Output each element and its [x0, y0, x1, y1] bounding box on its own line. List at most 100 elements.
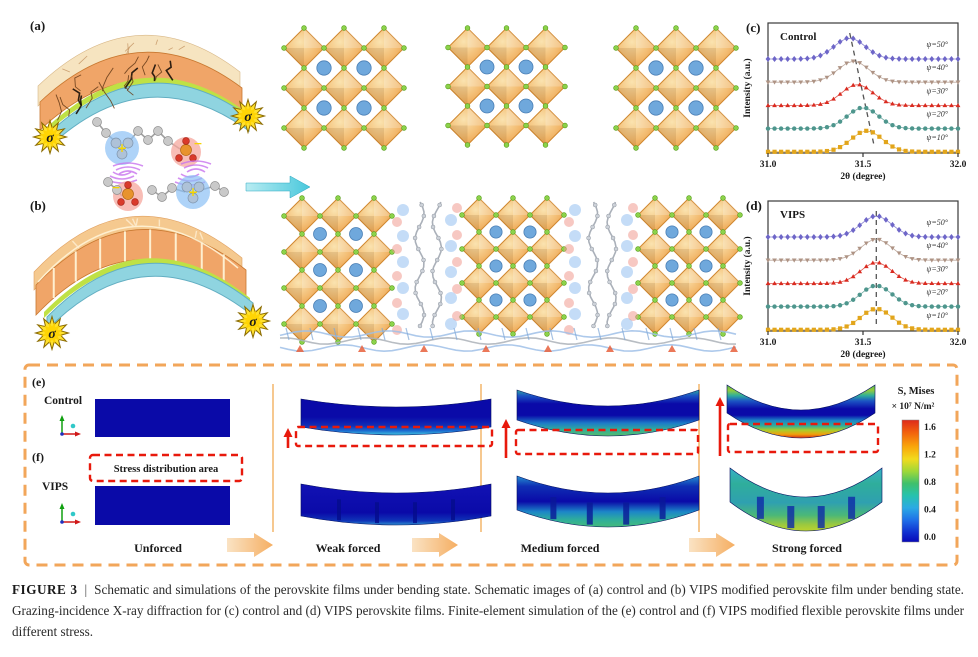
flow-arrow-icon	[689, 533, 735, 557]
slab-control-medium	[516, 389, 700, 437]
crystal-block-top-1	[281, 25, 407, 151]
colorbar-tick: 0.0	[924, 533, 936, 543]
a-site-cation	[489, 293, 503, 307]
sigma-symbol: σ	[48, 327, 56, 342]
colorbar-tick: 1.6	[924, 423, 936, 433]
a-site-cation	[665, 259, 679, 273]
a-site-cation	[349, 299, 363, 313]
series-label: ψ=50°	[926, 218, 948, 227]
a-site-cation	[316, 100, 332, 116]
row-label-vips: VIPS	[42, 481, 68, 493]
a-site-cation	[489, 259, 503, 273]
crack-line	[165, 60, 174, 81]
a-site-cation	[518, 98, 534, 114]
crack-line	[155, 64, 163, 81]
a-site-cation	[356, 60, 372, 76]
slab-control-unforced	[95, 399, 230, 437]
crystal-block-bottom-1	[281, 195, 395, 345]
a-site-cation	[688, 100, 704, 116]
slab-vips-weak	[300, 483, 492, 526]
a-site-cation	[479, 98, 495, 114]
a-site-cation	[313, 299, 327, 313]
a-site-cation	[699, 293, 713, 307]
crack-line	[72, 88, 82, 106]
a-site-cation	[313, 263, 327, 277]
vibration-wave	[109, 175, 135, 180]
xrd-title-d: VIPS	[780, 209, 805, 221]
series-label: ψ=40°	[926, 63, 948, 72]
crystal-block-bottom-2	[459, 195, 567, 337]
stress-area-label: Stress distribution area	[114, 464, 219, 475]
column-label-1: Weak forced	[316, 541, 381, 555]
plus-charge: +	[188, 185, 198, 199]
bend-force-arrow	[283, 428, 293, 448]
stress-area-box	[88, 453, 244, 483]
a-site-cation	[648, 100, 664, 116]
coordinate-axes-icon	[59, 503, 81, 525]
crack-line	[151, 64, 157, 82]
colorbar-tick: 0.4	[924, 506, 936, 516]
flow-arrow-icon	[227, 533, 273, 557]
figure-label: FIGURE 3	[12, 582, 78, 597]
a-site-cation	[349, 227, 363, 241]
series-label: ψ=20°	[926, 288, 948, 297]
series-label: ψ=10°	[926, 133, 948, 142]
a-site-cation	[523, 225, 537, 239]
series-label: ψ=40°	[926, 241, 948, 250]
x-axis-label: 2θ (degree)	[840, 349, 885, 360]
bottom-polymer-mesh	[279, 327, 738, 353]
panel-letter-d: (d)	[746, 198, 762, 213]
colorbar-tick: 0.8	[924, 478, 936, 488]
schematic-a-cracked-film: (a) σ σ	[30, 18, 267, 156]
slab-vips-strong	[729, 467, 883, 532]
a-site-cation	[665, 225, 679, 239]
xrd-panel-d: (d) VIPS ψ=50° ψ=40° ψ=30° ψ=20° ψ=10° 31.0 31.5…	[742, 198, 967, 360]
bend-force-arrow	[501, 419, 511, 458]
bend-force-arrow	[715, 397, 725, 456]
a-site-cation	[489, 225, 503, 239]
x-axis-label: 2θ (degree)	[840, 171, 885, 182]
a-site-cation	[699, 225, 713, 239]
plus-charge: +	[117, 141, 127, 155]
stress-roi-box	[514, 428, 700, 456]
series-label: ψ=20°	[926, 110, 948, 119]
crack-line	[59, 96, 71, 117]
crack-line	[123, 75, 130, 91]
peak-shift-guide	[849, 32, 876, 148]
molecule-schematic-a: + −	[92, 117, 206, 186]
panel-letter-f: (f)	[32, 450, 44, 464]
column-label-2: Medium forced	[521, 541, 600, 555]
row-label-control: Control	[44, 395, 82, 407]
x-tick-label: 31.0	[760, 160, 777, 170]
crack-line	[85, 86, 99, 109]
caption-text: Schematic and simulations of the perovsk…	[12, 582, 964, 639]
series-label: ψ=30°	[926, 86, 948, 95]
sigma-symbol: σ	[46, 131, 54, 146]
crack-line	[74, 74, 82, 92]
panel-letter-b: (b)	[30, 198, 46, 213]
series-label: ψ=50°	[926, 40, 948, 49]
a-site-cation	[349, 263, 363, 277]
x-tick-label: 31.5	[855, 338, 872, 348]
sigma-symbol: σ	[244, 110, 252, 125]
xrd-title-c: Control	[780, 31, 816, 43]
slab-control-weak	[300, 398, 492, 436]
figure-caption: FIGURE 3 | Schematic and simulations of th…	[0, 574, 978, 643]
a-site-cation	[316, 60, 332, 76]
minus-charge: −	[193, 137, 202, 150]
crack-line	[75, 95, 83, 115]
crystal-block-bottom-3	[635, 195, 743, 337]
a-site-cation	[688, 60, 704, 76]
x-tick-label: 32.0	[950, 338, 967, 348]
coordinate-axes-icon	[59, 415, 81, 437]
polymer-chain-region	[564, 201, 638, 335]
series-label: ψ=30°	[926, 264, 948, 273]
molecule-schematic-b: − +	[103, 160, 229, 211]
x-tick-label: 31.0	[760, 338, 777, 348]
process-arrow-icon	[245, 175, 311, 199]
a-site-cation	[648, 60, 664, 76]
crack-line	[124, 56, 139, 74]
crack-line	[126, 75, 134, 96]
crystal-block-top-2	[445, 25, 568, 148]
